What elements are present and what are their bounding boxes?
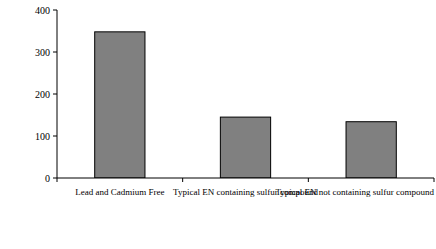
- y-tick: [53, 10, 57, 11]
- y-tick-label: 300: [35, 47, 50, 58]
- chart: 0 100 200 300 400 Lead and Cadmium Free Typica…: [0, 0, 436, 249]
- y-tick: [53, 94, 57, 95]
- x-axis: [57, 178, 434, 179]
- y-tick: [53, 52, 57, 53]
- bar: [220, 117, 270, 178]
- y-tick-label: 400: [35, 5, 50, 16]
- y-tick-label: 100: [35, 131, 50, 142]
- bar: [95, 32, 145, 178]
- x-tick: [308, 178, 309, 182]
- bar: [346, 122, 396, 178]
- y-tick-label: 0: [45, 173, 50, 184]
- y-tick: [53, 178, 57, 179]
- x-tick: [182, 178, 183, 182]
- y-tick: [53, 136, 57, 137]
- chart-container: 0 100 200 300 400 Lead and Cadmium Free Typica…: [0, 0, 436, 249]
- x-tick-label: Typical EN not containing sulfur compoun…: [275, 187, 434, 197]
- x-tick: [434, 178, 435, 182]
- bars: [95, 32, 397, 178]
- x-tick-label: Lead and Cadmium Free: [75, 187, 164, 197]
- x-tick: [57, 178, 58, 182]
- y-tick-label: 200: [35, 89, 50, 100]
